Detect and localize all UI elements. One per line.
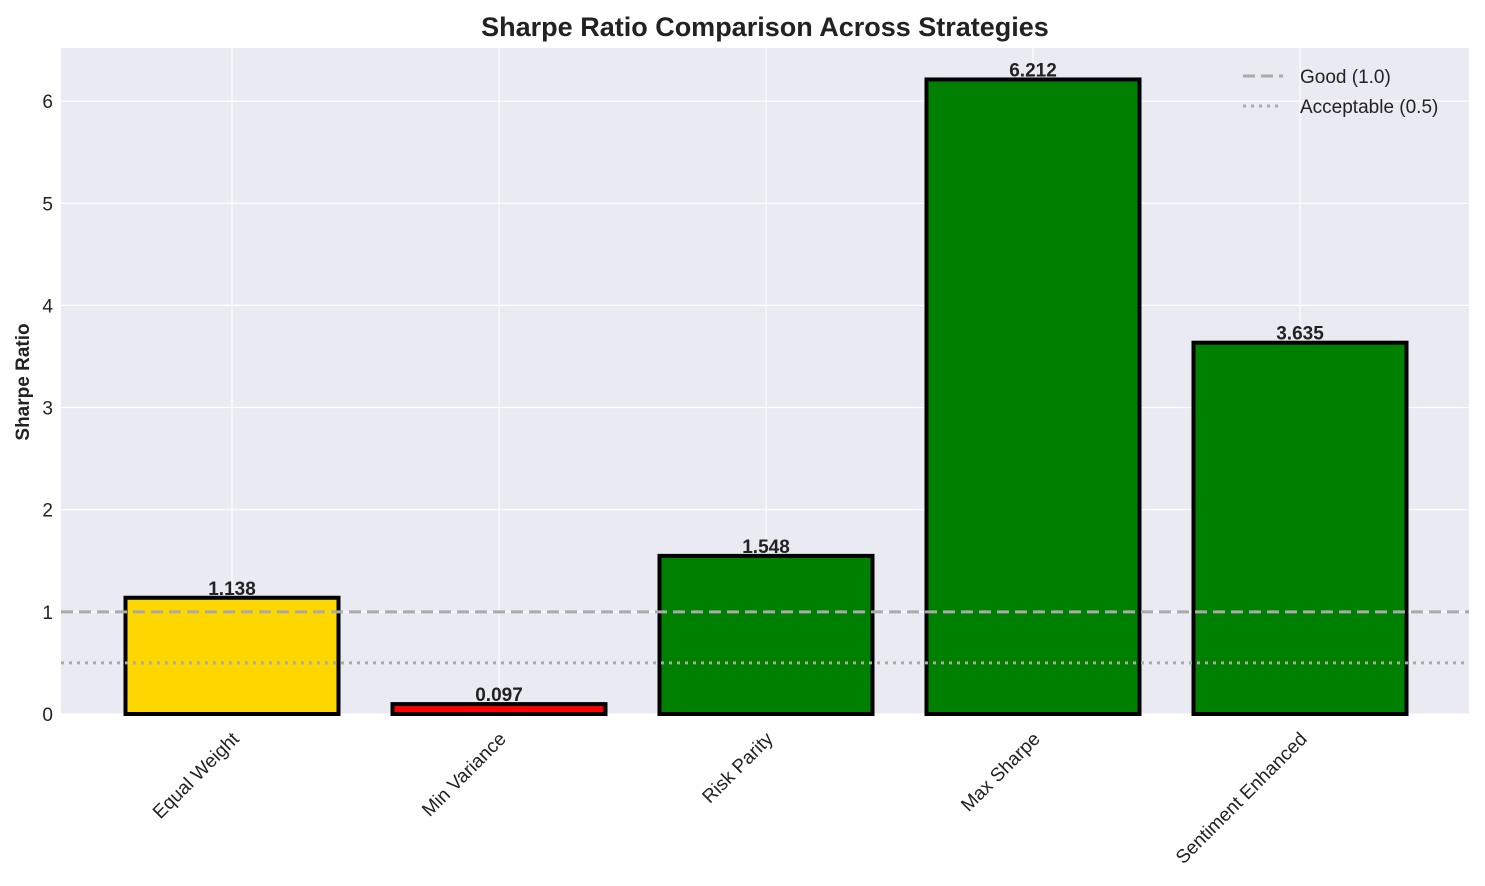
value-label-2: 1.548 <box>742 537 790 558</box>
x-tick-label-2: Risk Parity <box>699 728 778 807</box>
chart-title: Sharpe Ratio Comparison Across Strategie… <box>481 12 1049 42</box>
legend-label-0: Good (1.0) <box>1300 67 1391 88</box>
x-tick-label-0: Equal Weight <box>149 728 244 823</box>
bar-risk-parity <box>657 553 875 717</box>
bar-min-variance <box>390 702 608 717</box>
value-label-3: 6.212 <box>1009 60 1057 81</box>
y-tick-label-3: 3 <box>42 399 53 420</box>
bar-max-sharpe <box>924 77 1142 716</box>
bar-sentiment-enhanced <box>1191 340 1409 716</box>
y-tick-label-1: 1 <box>42 603 53 624</box>
y-axis-label: Sharpe Ratio <box>13 323 34 440</box>
x-tick-label-4: Sentiment Enhanced <box>1172 729 1312 869</box>
y-tick-label-6: 6 <box>42 92 53 113</box>
y-tick-label-4: 4 <box>42 296 53 317</box>
value-label-4: 3.635 <box>1276 324 1324 345</box>
bar-equal-weight <box>123 595 341 717</box>
value-label-0: 1.138 <box>208 579 256 600</box>
y-tick-label-0: 0 <box>42 705 53 726</box>
legend: Good (1.0) Acceptable (0.5) <box>1243 67 1438 118</box>
x-tick-label-3: Max Sharpe <box>957 729 1044 816</box>
y-tick-label-5: 5 <box>42 194 53 215</box>
legend-label-1: Acceptable (0.5) <box>1300 97 1438 118</box>
value-label-1: 0.097 <box>475 685 523 706</box>
plot-area: 0 1 2 3 4 5 6 1.138 0.097 1.548 6.212 3.635 Equal We… <box>42 48 1469 868</box>
y-tick-label-2: 2 <box>42 501 53 522</box>
x-tick-label-1: Min Variance <box>418 729 510 821</box>
